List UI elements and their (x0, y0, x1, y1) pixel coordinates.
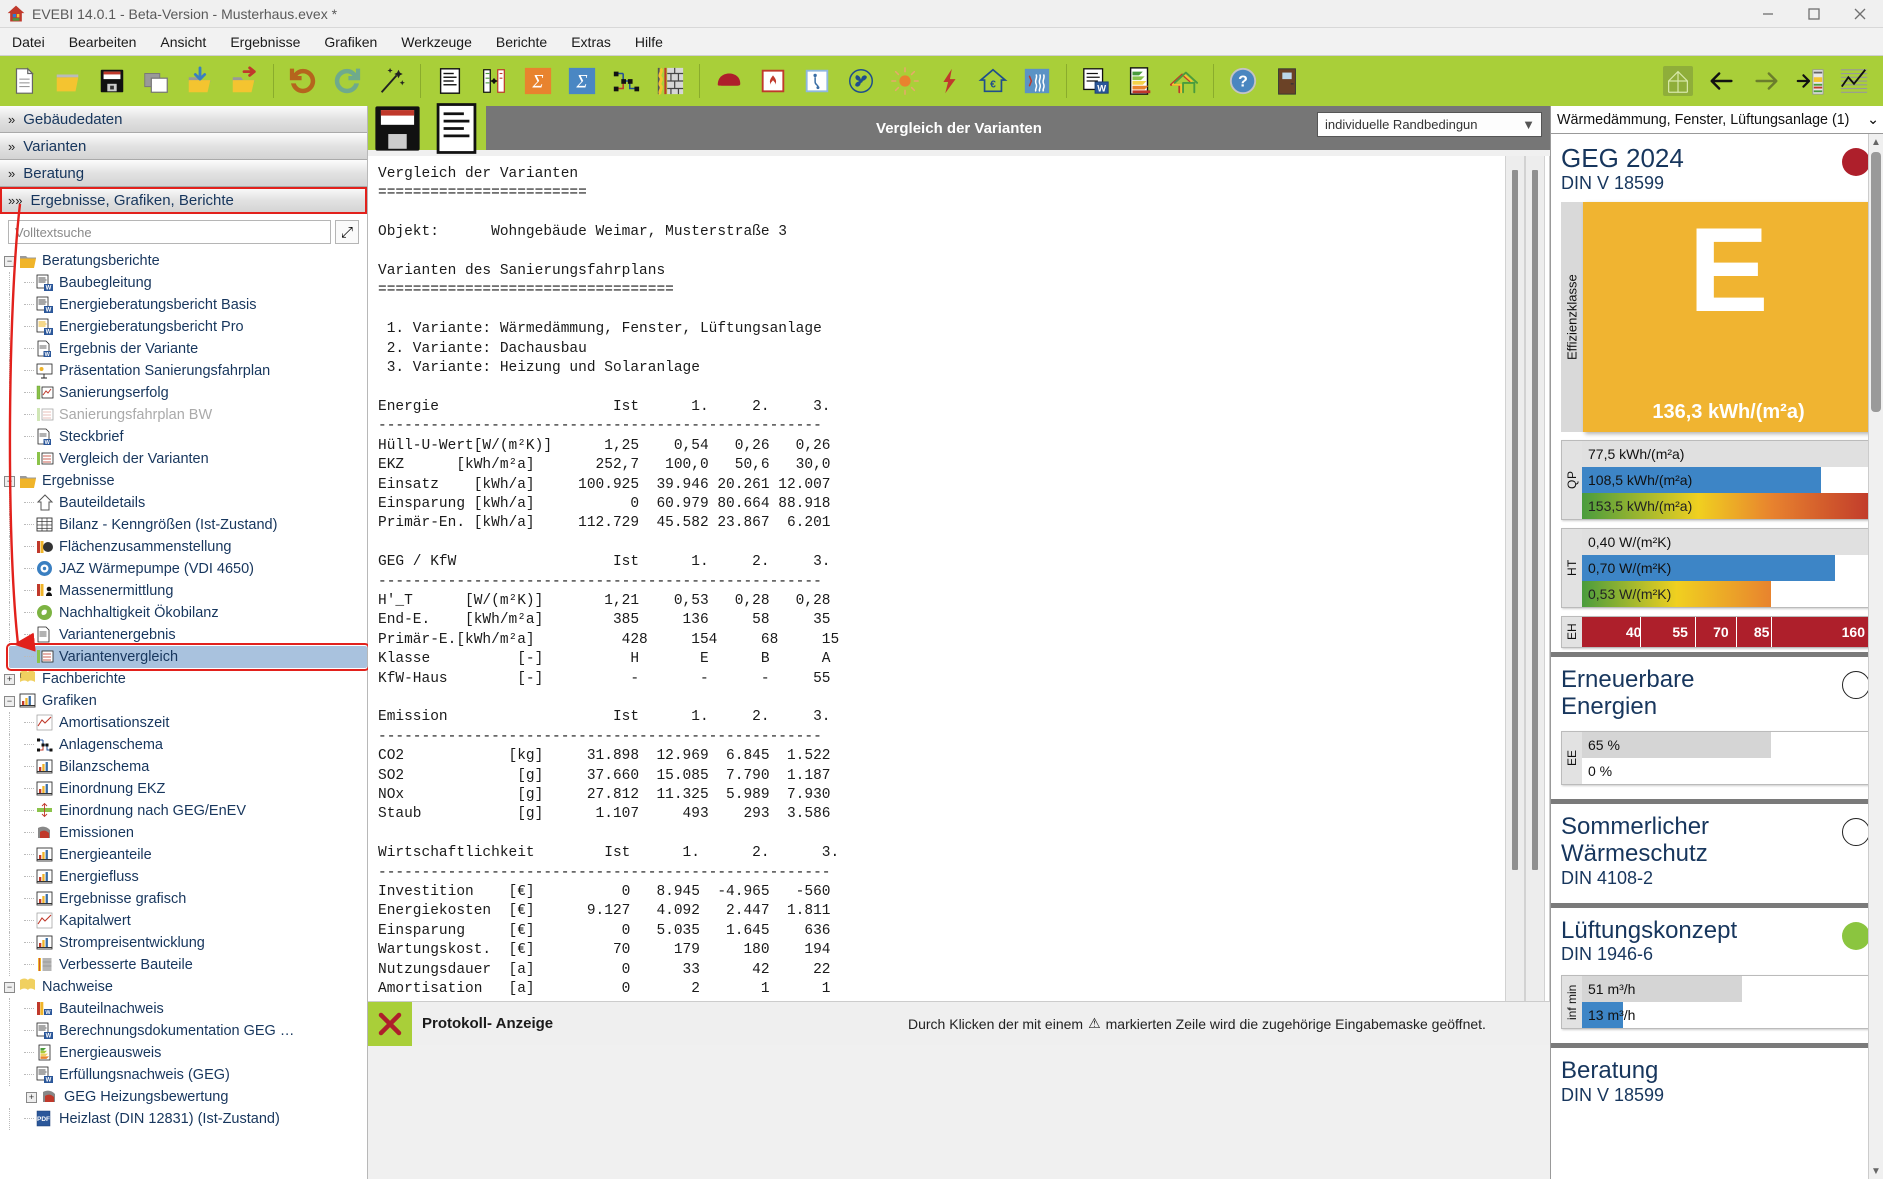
svg-text:Σ: Σ (531, 72, 543, 93)
svg-text:Σ: Σ (575, 72, 587, 93)
svg-text:€: € (990, 80, 996, 91)
svg-text:W: W (1097, 83, 1106, 93)
svg-text:?: ? (1238, 74, 1248, 91)
